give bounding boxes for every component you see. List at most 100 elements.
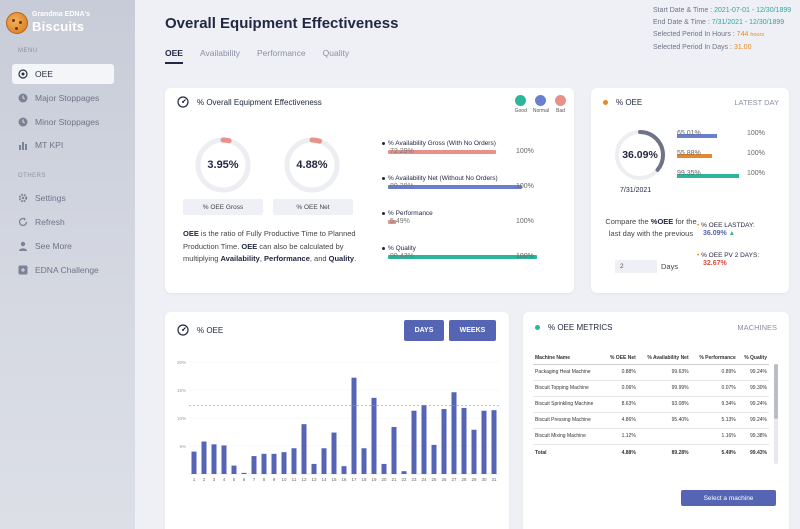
metric-label: % Availability Net (Without No Orders) — [388, 175, 498, 182]
table-scrollbar[interactable] — [774, 364, 778, 464]
bar-chart-icon — [18, 140, 28, 150]
metric-value: 72.29% — [390, 148, 414, 155]
column-header[interactable]: Machine Name — [533, 350, 603, 365]
x-tick-label: 4 — [223, 477, 226, 482]
x-tick-label: 24 — [421, 477, 427, 482]
legend-bad-label: Bad — [556, 108, 565, 114]
tab-bar: OEE Availability Performance Quality — [165, 48, 349, 64]
compare-text-2: for the last day with the previous — [608, 217, 697, 238]
table-row[interactable]: Biscuit Mixing Machine 1.12% 1.16% 99.38… — [533, 428, 769, 445]
table-row[interactable]: Biscuit Sprinkling Machine 8.63% 93.08% … — [533, 396, 769, 413]
x-tick-label: 30 — [481, 477, 487, 482]
oee-net-donut: 4.88% — [283, 136, 341, 194]
table-cell: 4.86% — [603, 412, 638, 429]
y-tick-label: 10% — [177, 416, 186, 421]
metrics-card-header: % OEE METRICS — [535, 323, 612, 332]
x-tick-label: 3 — [213, 477, 216, 482]
metric-label: % Quality — [388, 245, 416, 252]
oee-gross-arc — [195, 137, 251, 193]
tab-oee[interactable]: OEE — [165, 48, 183, 64]
table-cell: 99.30% — [737, 380, 769, 397]
oee-overview-card: % Overall Equipment Effectiveness Good N… — [165, 88, 574, 293]
y-tick-label: 15% — [177, 388, 186, 393]
tab-availability[interactable]: Availability — [199, 48, 240, 58]
machine-metrics-table: Machine Name % OEE Net % Availability Ne… — [533, 350, 769, 462]
oee-metrics-card: % OEE METRICS MACHINES Machine Name % OE… — [523, 312, 789, 529]
table-row[interactable]: Biscuit Topping Machine 0.06% 99.99% 0.0… — [533, 380, 769, 397]
sidebar-item-see-more[interactable]: See More — [12, 236, 114, 256]
table-cell: 0.89% — [690, 364, 738, 381]
sidebar-item-refresh[interactable]: Refresh — [12, 212, 114, 232]
table-cell: Biscuit Sprinkling Machine — [533, 396, 603, 413]
column-header[interactable]: % OEE Net — [603, 350, 638, 365]
column-header[interactable]: % Performance — [690, 350, 738, 365]
chart-bar — [481, 410, 487, 474]
compare-text: Compare the %OEE for the last day with t… — [601, 216, 701, 240]
legend-good-label: Good — [514, 108, 527, 114]
chart-bar — [461, 407, 467, 474]
sidebar-item-minor-stoppages[interactable]: Minor Stoppages — [12, 112, 114, 132]
legend-good: Good — [515, 95, 527, 114]
sidebar-item-edna-challenge[interactable]: EDNA Challenge — [12, 260, 114, 280]
select-machine-button[interactable]: Select a machine — [681, 490, 776, 506]
period-hours-label: Selected Period In Hours : — [653, 31, 735, 38]
table-cell: 99.24% — [737, 412, 769, 429]
table-cell: 99.99% — [637, 380, 691, 397]
mini-bar-max: 100% — [747, 130, 765, 137]
desc-term: Performance — [264, 254, 310, 263]
days-input[interactable]: 2 — [615, 260, 657, 273]
chart-bar — [421, 405, 427, 474]
metric-bar-fill — [388, 220, 397, 224]
tab-performance[interactable]: Performance — [256, 48, 306, 58]
column-header[interactable]: % Quality — [737, 350, 769, 365]
sidebar-item-mt-kpi[interactable]: MT KPI — [12, 135, 114, 155]
table-cell: 4.88% — [603, 443, 638, 462]
sidebar-item-label: Major Stoppages — [35, 93, 100, 103]
latest-oee-donut: 36.09% — [613, 128, 667, 182]
x-tick-label: 2 — [203, 477, 206, 482]
x-tick-label: 27 — [451, 477, 457, 482]
end-date-value: 7/31/2021 - 12/30/1899 — [711, 19, 785, 26]
availability-gross-metric: % Availability Gross (With No Orders) 72… — [382, 140, 557, 155]
chart-bar — [441, 409, 447, 474]
table-row[interactable]: Packaging Heat Machine 0.88% 99.63% 0.89… — [533, 364, 769, 381]
x-tick-label: 5 — [233, 477, 236, 482]
scrollbar-thumb[interactable] — [774, 364, 778, 419]
tab-quality[interactable]: Quality — [322, 48, 350, 58]
sidebar-item-settings[interactable]: Settings — [12, 188, 114, 208]
column-header[interactable]: % Availability Net — [637, 350, 691, 365]
trend-up-icon: ▲ — [728, 230, 735, 237]
sidebar-item-oee[interactable]: OEE — [12, 64, 114, 84]
table-cell: 95.40% — [637, 412, 691, 429]
oee-net-value: 4.88% — [296, 159, 328, 171]
table-cell: 99.24% — [737, 364, 769, 381]
brand-logo: Grandma EDNA's Biscuits — [6, 10, 131, 38]
chart-bar — [291, 448, 297, 474]
latest-card-header: % OEE — [603, 98, 642, 107]
period-days-label: Selected Period In Days : — [653, 44, 732, 51]
days-button[interactable]: DAYS — [404, 320, 444, 341]
days-label: Days — [661, 262, 679, 271]
period-hours-unit: hours — [750, 32, 765, 38]
chart-bar — [261, 453, 267, 474]
mini-bar-fill — [677, 134, 718, 138]
chart-card-header: % OEE — [177, 324, 223, 336]
bad-dot-icon — [555, 95, 566, 106]
chart-bar — [471, 429, 477, 474]
others-section-label: OTHERS — [18, 173, 47, 179]
chart-bar — [271, 453, 277, 474]
oee-lastday-item: • % OEE LASTDAY: 36.09% ▲ — [697, 222, 755, 237]
weeks-button[interactable]: WEEKS — [449, 320, 496, 341]
x-tick-label: 19 — [371, 477, 377, 482]
latest-performance-bar: 55.88% 100% — [677, 150, 777, 158]
table-cell: 9.34% — [690, 396, 738, 413]
y-tick-label: 5% — [179, 444, 186, 449]
latest-oee-arc — [615, 130, 665, 180]
sidebar-item-major-stoppages[interactable]: Major Stoppages — [12, 88, 114, 108]
metric-max: 100% — [516, 183, 534, 190]
table-row[interactable]: Biscuit Pressing Machine 4.86% 95.40% 5.… — [533, 412, 769, 429]
table-cell: Biscuit Mixing Machine — [533, 428, 603, 445]
table-cell: 0.07% — [690, 380, 738, 397]
x-tick-label: 7 — [253, 477, 256, 482]
latest-quality-bar: 99.35% 100% — [677, 170, 777, 178]
